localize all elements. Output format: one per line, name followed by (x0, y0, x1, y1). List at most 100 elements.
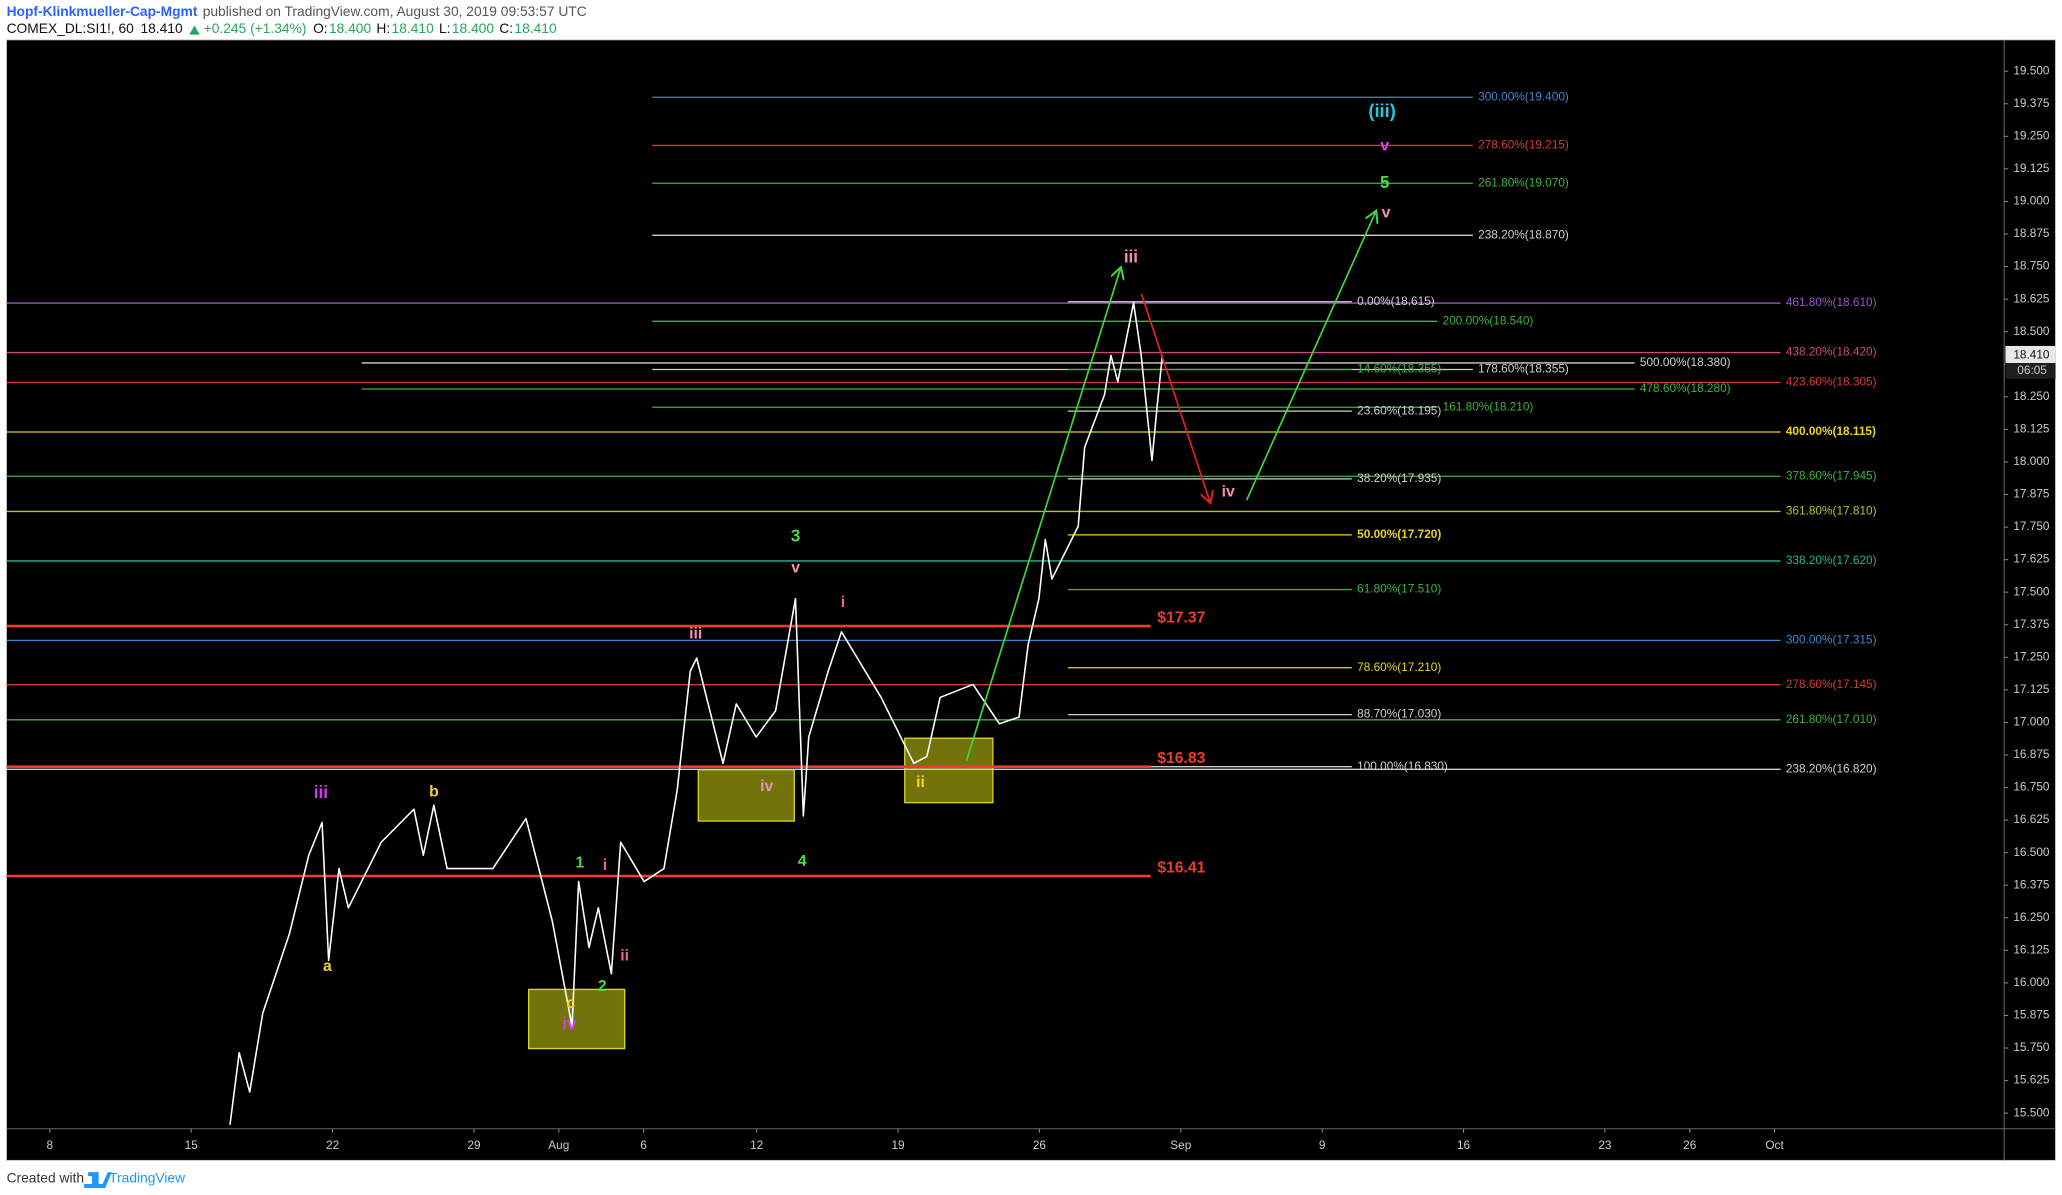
y-tick-label: 18.500 (2013, 324, 2050, 338)
zone-box (697, 769, 795, 822)
y-tick-label: 16.250 (2013, 910, 2050, 924)
header-line-1: Hopf-Klinkmueller-Cap-Mgmt published on … (7, 4, 587, 19)
rectangles (527, 737, 994, 1050)
footer-text: Created with (7, 1170, 84, 1185)
wave-label: 4 (798, 853, 807, 870)
ohlc-value: 18.400 (329, 21, 372, 36)
wave-label: i (841, 594, 845, 611)
fib-label: 278.60%(19.215) (1478, 138, 1569, 152)
author[interactable]: Hopf-Klinkmueller-Cap-Mgmt (7, 4, 198, 19)
x-tick-label: 16 (1457, 1138, 1471, 1152)
x-tick-label: 8 (47, 1138, 54, 1152)
published: published on TradingView.com, August 30,… (203, 4, 587, 19)
x-tick-label: 22 (326, 1138, 339, 1152)
x-tick-label: Aug (548, 1138, 569, 1152)
x-tick-label: 26 (1033, 1138, 1047, 1152)
wave-label: iv (760, 778, 773, 795)
wave-label: 2 (598, 978, 607, 995)
fib-label: 423.60%(18.305) (1786, 375, 1877, 389)
y-tick-label: 19.250 (2013, 128, 2050, 142)
fib-label: 261.80%(17.010) (1786, 712, 1877, 726)
wave-label: c (566, 995, 575, 1012)
y-tick-label: 17.625 (2013, 552, 2050, 566)
y-tick-label: 17.500 (2013, 584, 2050, 598)
y-tick-label: 15.875 (2013, 1008, 2050, 1022)
y-tick-label: 18.250 (2013, 389, 2050, 403)
fib-label: 78.60%(17.210) (1357, 660, 1441, 674)
y-tick-label: 15.500 (2013, 1105, 2050, 1119)
fib-label: 300.00%(17.315) (1786, 633, 1877, 647)
fib-label: 300.00%(19.400) (1478, 89, 1569, 103)
wave-label: i (603, 857, 607, 874)
wave-label: ii (916, 774, 925, 791)
last-price: 18.410 (140, 21, 183, 36)
x-tick-label: 12 (750, 1138, 763, 1152)
fib-label: 278.60%(17.145) (1786, 677, 1877, 691)
fib-label: 0.00%(18.615) (1357, 294, 1435, 308)
wave-label: iii (1124, 248, 1138, 267)
fib-label: 38.20%(17.935) (1357, 471, 1441, 485)
wave-label: 5 (1380, 173, 1390, 192)
wave-label: a (323, 958, 332, 975)
brand[interactable]: TradingView (109, 1170, 185, 1185)
x-tick-label: 15 (185, 1138, 199, 1152)
symbol: COMEX_DL:SI1!, 60 (7, 21, 135, 36)
fib-label: 400.00%(18.115) (1786, 424, 1876, 438)
projection-arrow (965, 269, 1121, 761)
y-tick-label: 16.875 (2013, 747, 2050, 761)
y-tick-label: 18.750 (2013, 259, 2050, 273)
wave-label: ii (620, 948, 629, 965)
y-tick-label: 18.625 (2013, 291, 2050, 305)
y-tick-label: 18.000 (2013, 454, 2050, 468)
fib-label: 23.60%(18.195) (1357, 403, 1441, 417)
fib-label: 50.00%(17.720) (1357, 527, 1441, 541)
projection-arrow (1140, 293, 1209, 502)
y-tick-label: 16.625 (2013, 812, 2050, 826)
ohlc-value: 18.410 (514, 21, 557, 36)
last-price-box (2005, 345, 2056, 364)
x-tick-label: 9 (1319, 1138, 1326, 1152)
y-tick-label: 17.750 (2013, 519, 2050, 533)
fib-label: 338.20%(17.620) (1786, 553, 1877, 567)
y-tick-label: 17.250 (2013, 649, 2050, 663)
x-tick-label: 26 (1683, 1138, 1697, 1152)
x-tick-label: Oct (1765, 1138, 1784, 1152)
footer: Created with TradingView (7, 1170, 185, 1188)
arrows (965, 212, 1376, 761)
y-tick-label: 16.750 (2013, 780, 2050, 794)
ohlc-label: C: (499, 21, 513, 36)
wave-label: v (1380, 138, 1389, 155)
y-tick-label: 19.125 (2013, 161, 2050, 175)
y-tick-label: 17.125 (2013, 682, 2050, 696)
y-tick-label: 15.625 (2013, 1073, 2050, 1087)
ohlc-value: 18.410 (392, 21, 435, 36)
fib-label: 461.80%(18.610) (1786, 295, 1877, 309)
wave-label: iv (562, 1014, 577, 1033)
x-tick-label: 6 (640, 1138, 647, 1152)
fib-label: 478.60%(18.280) (1640, 381, 1731, 395)
fib-label: 361.80%(17.810) (1786, 504, 1877, 518)
fib-label: 261.80%(19.070) (1478, 175, 1569, 189)
y-tick-label: 17.375 (2013, 617, 2050, 631)
fib-label: 378.60%(17.945) (1786, 468, 1877, 482)
support-label: $16.83 (1157, 750, 1205, 767)
fib-label: 100.00%(16.830) (1357, 759, 1448, 773)
chart-background (6, 39, 2056, 1161)
fib-label: 161.80%(18.210) (1443, 399, 1534, 413)
wave-label: 3 (791, 527, 801, 546)
y-tick-label: 16.500 (2013, 845, 2050, 859)
price-series (229, 302, 1164, 1125)
fib-label: 238.20%(16.820) (1786, 761, 1877, 775)
header-line-2: COMEX_DL:SI1!, 60 18.410 +0.245 (+1.34%)… (7, 21, 557, 36)
fib-label: 178.60%(18.355) (1478, 362, 1569, 376)
countdown-box (2005, 363, 2056, 379)
wave-label: v (791, 560, 800, 577)
y-tick-label: 18.875 (2013, 226, 2050, 240)
up-arrow (189, 25, 200, 35)
change: +0.245 (+1.34%) (204, 21, 307, 36)
price-line (229, 302, 1164, 1125)
y-tick-label: 17.875 (2013, 487, 2050, 501)
